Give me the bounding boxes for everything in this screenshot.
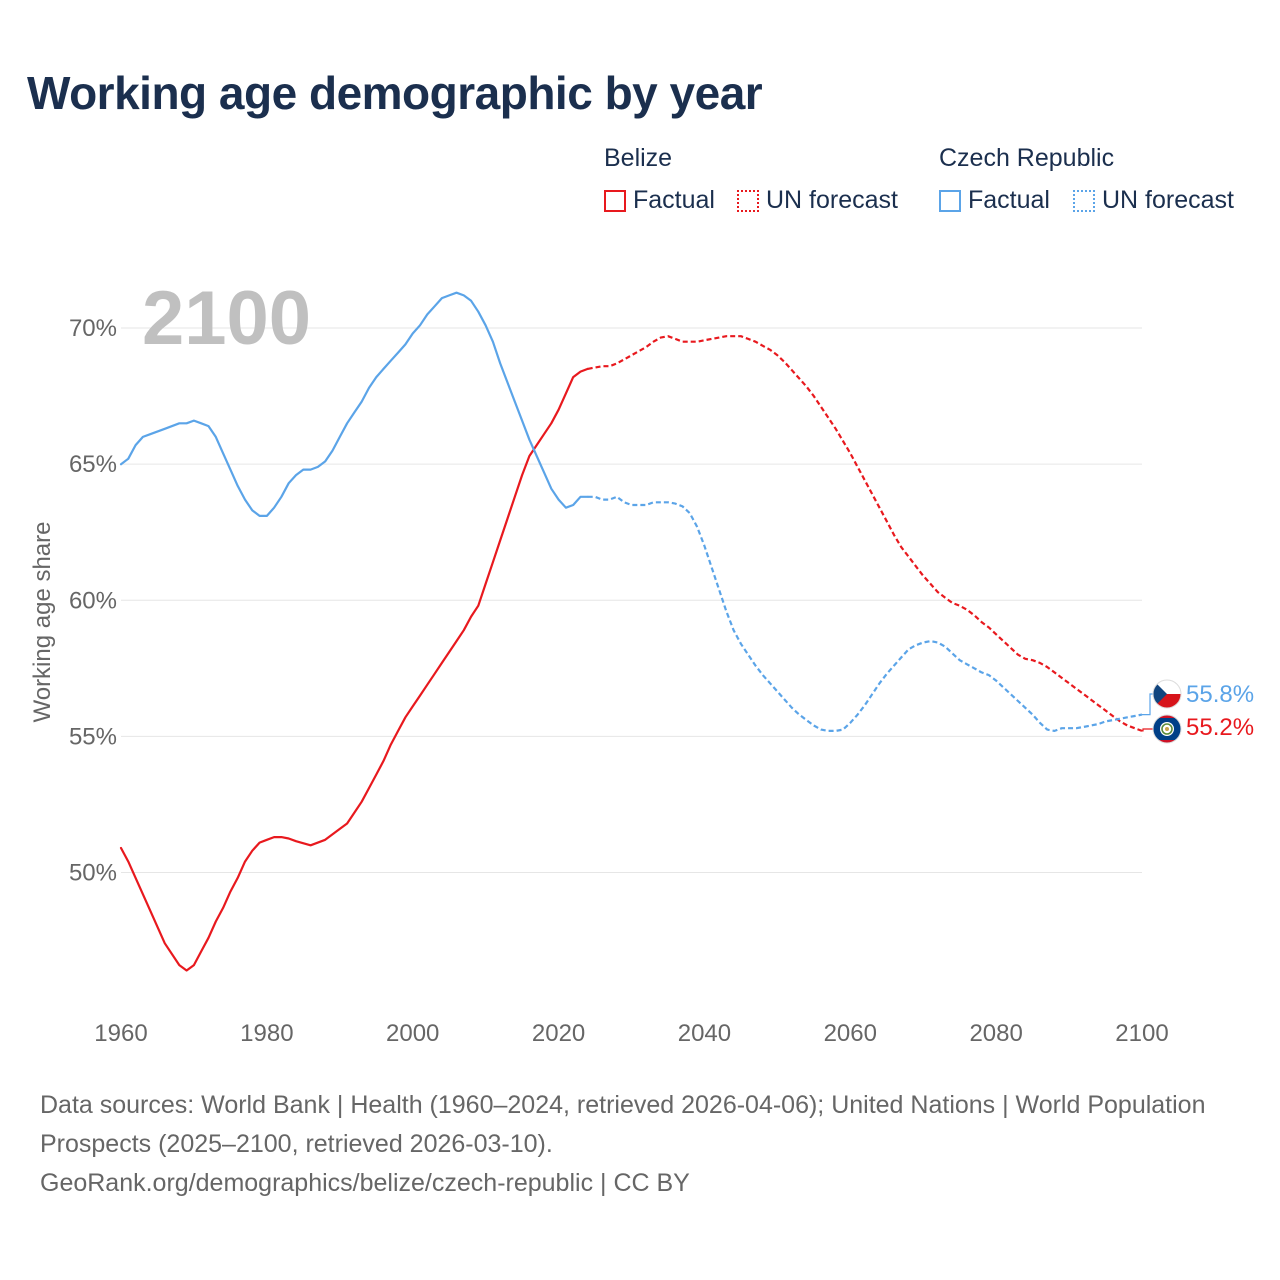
y-tick-label: 70% — [69, 315, 117, 342]
legend-group-czech: Czech Republic — [939, 144, 1115, 172]
x-tick-label: 1980 — [240, 1020, 293, 1047]
belize-leader-line — [1142, 728, 1153, 732]
chart-title: Working age demographic by year — [27, 67, 763, 119]
y-axis: 50% 55% 60% 65% 70% — [69, 315, 117, 886]
belize-factual-line — [119, 367, 589, 972]
czech-forecast-line — [587, 495, 1143, 733]
legend-item-belize-factual[interactable]: Factual — [604, 186, 715, 215]
czech-factual-line — [119, 291, 589, 518]
data-sources: Data sources: World Bank | Health (1960–… — [40, 1086, 1240, 1203]
y-tick-label: 55% — [69, 723, 117, 750]
legend-swatch-solid — [604, 189, 626, 212]
y-tick-label: 60% — [69, 587, 117, 614]
belize-end-value-label: 55.2% — [1186, 714, 1254, 741]
legend-label: UN forecast — [1102, 186, 1234, 214]
belize-flag-icon — [1152, 714, 1182, 744]
x-tick-label: 2000 — [386, 1020, 439, 1047]
y-tick-label: 65% — [69, 451, 117, 478]
legend-item-czech-forecast[interactable]: UN forecast — [1073, 186, 1234, 215]
legend-label: UN forecast — [766, 186, 898, 214]
legend-group-belize: Belize — [604, 144, 673, 172]
legend-label: Factual — [633, 186, 715, 214]
grid-lines — [121, 327, 1142, 873]
sources-text: Data sources: World Bank | Health (1960–… — [40, 1091, 1206, 1158]
czech-flag-icon — [1152, 679, 1182, 709]
legend-item-belize-forecast[interactable]: UN forecast — [737, 186, 898, 215]
y-axis-label: Working age share — [29, 522, 56, 723]
x-tick-label: 2060 — [824, 1020, 877, 1047]
belize-forecast-line — [587, 335, 1143, 732]
legend-item-czech-factual[interactable]: Factual — [939, 186, 1050, 215]
x-tick-label: 2100 — [1115, 1020, 1168, 1047]
attribution-link[interactable]: GeoRank.org/demographics/belize/czech-re… — [40, 1169, 690, 1197]
y-tick-label: 50% — [69, 860, 117, 887]
series-lines — [119, 291, 1143, 972]
x-axis: 1960 1980 2000 2020 2040 2060 2080 2100 — [94, 1020, 1168, 1047]
czech-leader-line — [1142, 693, 1153, 716]
year-watermark: 2100 — [142, 276, 311, 361]
x-tick-label: 2040 — [678, 1020, 731, 1047]
czech-end-value-label: 55.8% — [1186, 681, 1254, 708]
x-tick-label: 1960 — [94, 1020, 147, 1047]
legend-swatch-dotted — [737, 189, 759, 212]
x-tick-label: 2080 — [969, 1020, 1022, 1047]
line-chart: 2100 50% 55% 60% 65% 70% 1960 1980 2000 2020 204… — [29, 276, 1254, 1047]
legend-label: Factual — [968, 186, 1050, 214]
legend-swatch-dotted — [1073, 189, 1095, 212]
x-tick-label: 2020 — [532, 1020, 585, 1047]
legend-swatch-solid — [939, 189, 961, 212]
